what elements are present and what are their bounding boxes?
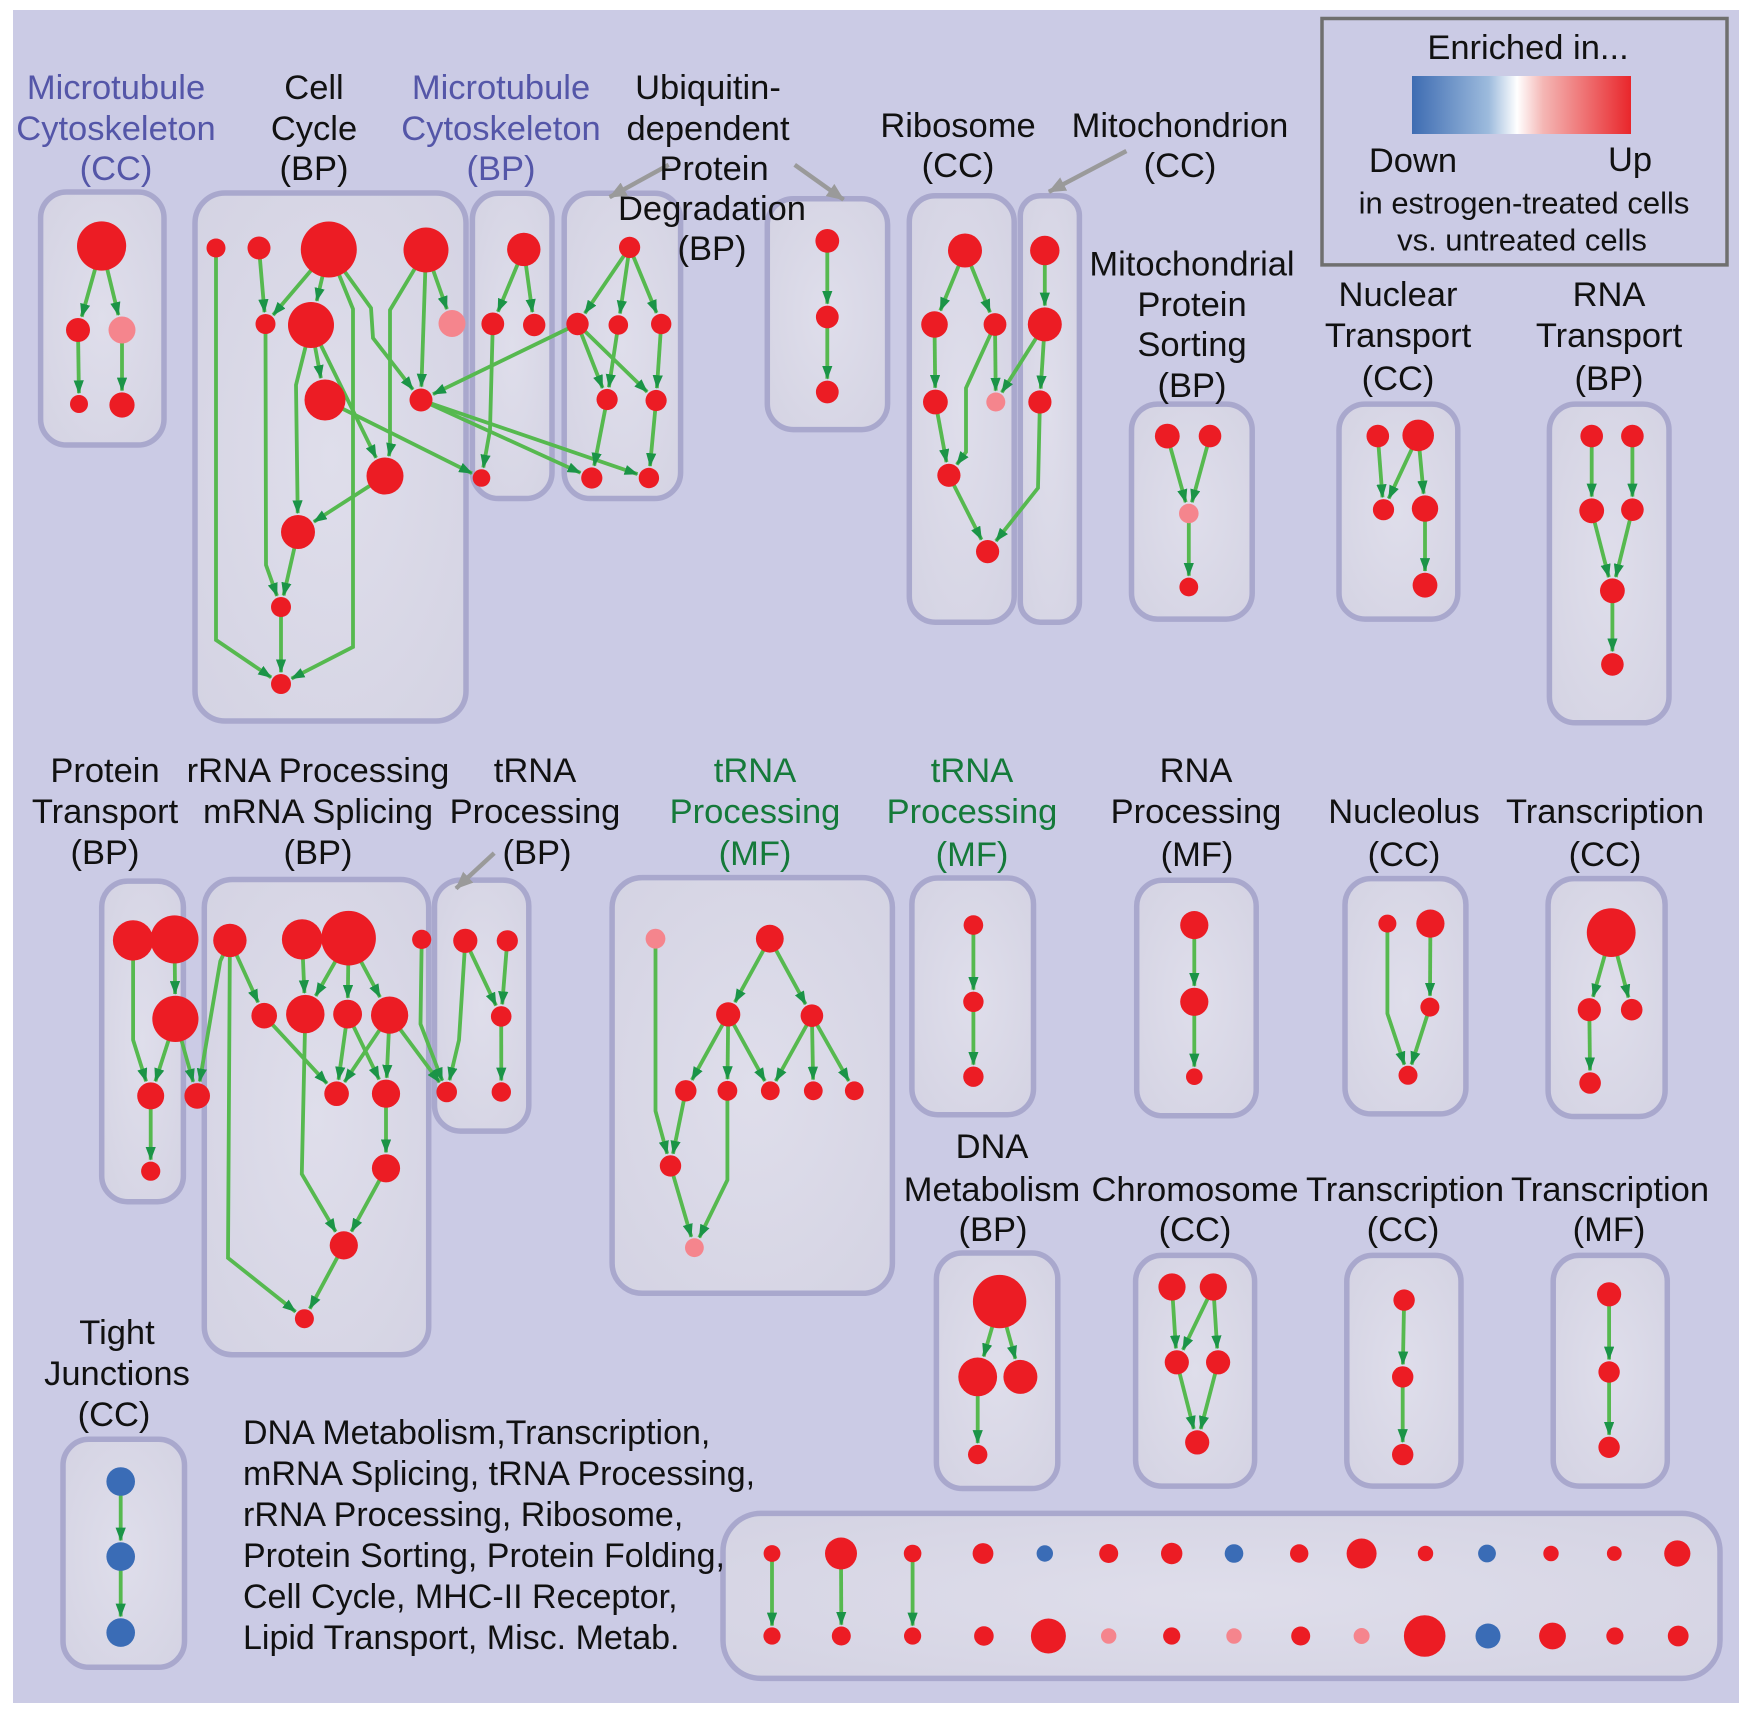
svg-text:Up: Up bbox=[1608, 141, 1652, 179]
svg-text:DNA: DNA bbox=[956, 1128, 1029, 1166]
svg-text:Cycle: Cycle bbox=[271, 110, 357, 148]
svg-text:(CC): (CC) bbox=[1159, 1211, 1232, 1249]
svg-text:Ribosome: Ribosome bbox=[880, 107, 1035, 145]
svg-text:Nuclear: Nuclear bbox=[1339, 276, 1458, 314]
svg-text:Microtubule: Microtubule bbox=[412, 69, 590, 107]
svg-text:(BP): (BP) bbox=[959, 1211, 1028, 1249]
svg-text:(BP): (BP) bbox=[678, 230, 747, 268]
svg-text:Transport: Transport bbox=[1325, 317, 1472, 355]
svg-text:(CC): (CC) bbox=[1362, 360, 1435, 398]
svg-text:vs. untreated cells: vs. untreated cells bbox=[1397, 223, 1647, 258]
svg-text:Junctions: Junctions bbox=[44, 1355, 190, 1393]
svg-text:Processing: Processing bbox=[1111, 793, 1282, 831]
svg-text:(MF): (MF) bbox=[936, 836, 1009, 874]
svg-text:(BP): (BP) bbox=[284, 834, 353, 872]
svg-text:mRNA Splicing, tRNA Processing: mRNA Splicing, tRNA Processing, bbox=[243, 1455, 755, 1493]
svg-text:Degradation: Degradation bbox=[618, 190, 806, 228]
svg-text:(CC): (CC) bbox=[80, 150, 153, 188]
svg-text:rRNA Processing, Ribosome,: rRNA Processing, Ribosome, bbox=[243, 1496, 683, 1534]
svg-text:Tight: Tight bbox=[79, 1314, 155, 1352]
svg-text:(BP): (BP) bbox=[71, 834, 140, 872]
svg-text:(CC): (CC) bbox=[1367, 1211, 1440, 1249]
svg-text:Protein: Protein bbox=[659, 150, 768, 188]
svg-text:(BP): (BP) bbox=[503, 834, 572, 872]
svg-text:(MF): (MF) bbox=[1161, 836, 1234, 874]
svg-text:Cell: Cell bbox=[284, 69, 343, 107]
svg-text:Metabolism: Metabolism bbox=[904, 1171, 1080, 1209]
svg-text:tRNA: tRNA bbox=[931, 752, 1013, 790]
svg-text:(BP): (BP) bbox=[467, 150, 536, 188]
svg-text:Mitochondrion: Mitochondrion bbox=[1072, 107, 1289, 145]
svg-text:Transcription: Transcription bbox=[1506, 793, 1704, 831]
svg-text:Cell Cycle, MHC-II Receptor,: Cell Cycle, MHC-II Receptor, bbox=[243, 1578, 678, 1616]
svg-text:Cytoskeleton: Cytoskeleton bbox=[401, 110, 600, 148]
svg-text:(CC): (CC) bbox=[1569, 836, 1642, 874]
svg-text:Transcription: Transcription bbox=[1306, 1171, 1504, 1209]
svg-text:(CC): (CC) bbox=[1144, 147, 1217, 185]
svg-text:(BP): (BP) bbox=[280, 150, 349, 188]
svg-text:mRNA Splicing: mRNA Splicing bbox=[203, 793, 433, 831]
svg-text:RNA: RNA bbox=[1160, 752, 1233, 790]
svg-text:Lipid Transport, Misc. Metab.: Lipid Transport, Misc. Metab. bbox=[243, 1619, 680, 1657]
svg-text:Enriched in...: Enriched in... bbox=[1427, 29, 1628, 67]
svg-text:tRNA: tRNA bbox=[494, 752, 576, 790]
svg-text:Processing: Processing bbox=[670, 793, 841, 831]
svg-text:tRNA: tRNA bbox=[714, 752, 796, 790]
svg-text:Protein: Protein bbox=[1137, 286, 1246, 324]
svg-text:(BP): (BP) bbox=[1575, 360, 1644, 398]
svg-text:Ubiquitin-: Ubiquitin- bbox=[635, 69, 781, 107]
svg-text:Processing: Processing bbox=[887, 793, 1058, 831]
svg-text:DNA Metabolism,Transcription,: DNA Metabolism,Transcription, bbox=[243, 1414, 710, 1452]
svg-text:Cytoskeleton: Cytoskeleton bbox=[16, 110, 215, 148]
svg-text:(MF): (MF) bbox=[1573, 1211, 1646, 1249]
svg-text:Mitochondrial: Mitochondrial bbox=[1089, 246, 1294, 284]
svg-text:Protein Sorting, Protein Foldi: Protein Sorting, Protein Folding, bbox=[243, 1537, 725, 1575]
svg-text:rRNA Processing: rRNA Processing bbox=[187, 752, 450, 790]
svg-text:Down: Down bbox=[1369, 142, 1457, 180]
svg-text:in estrogen-treated cells: in estrogen-treated cells bbox=[1359, 186, 1690, 221]
svg-text:dependent: dependent bbox=[626, 110, 789, 148]
svg-text:Protein: Protein bbox=[50, 752, 159, 790]
svg-text:RNA: RNA bbox=[1573, 276, 1646, 314]
svg-text:Nucleolus: Nucleolus bbox=[1328, 793, 1480, 831]
svg-text:Processing: Processing bbox=[450, 793, 621, 831]
svg-text:Microtubule: Microtubule bbox=[27, 69, 205, 107]
svg-text:Sorting: Sorting bbox=[1137, 326, 1246, 364]
svg-text:Transcription: Transcription bbox=[1511, 1171, 1709, 1209]
svg-text:(CC): (CC) bbox=[78, 1396, 151, 1434]
svg-text:(MF): (MF) bbox=[719, 835, 792, 873]
svg-text:(BP): (BP) bbox=[1158, 367, 1227, 405]
svg-text:(CC): (CC) bbox=[922, 147, 995, 185]
svg-text:Transport: Transport bbox=[32, 793, 179, 831]
svg-text:Chromosome: Chromosome bbox=[1091, 1171, 1298, 1209]
svg-text:Transport: Transport bbox=[1536, 317, 1683, 355]
svg-text:(CC): (CC) bbox=[1368, 836, 1441, 874]
